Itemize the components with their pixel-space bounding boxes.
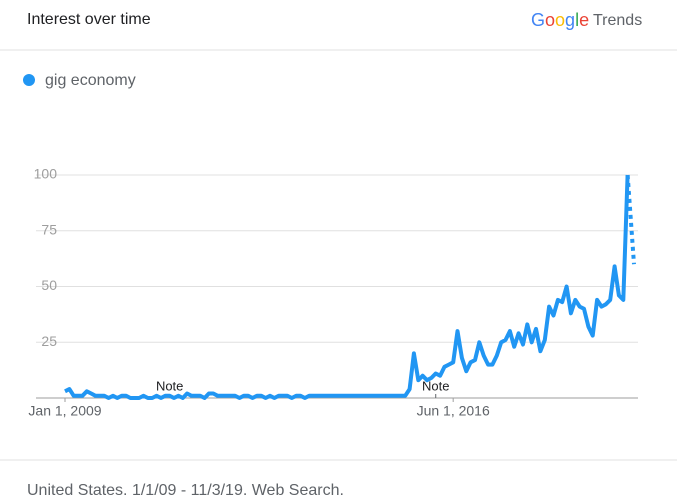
y-tick-label: 50 (41, 277, 57, 293)
note-label: Note (422, 378, 449, 393)
x-tick-label: Jun 1, 2016 (417, 403, 490, 419)
y-tick-label: 25 (41, 333, 57, 349)
trend-line (64, 174, 630, 400)
card-title: Interest over time (27, 11, 151, 28)
footer-text: United States. 1/1/09 - 11/3/19. Web Sea… (27, 482, 344, 499)
product-name: Trends (593, 12, 642, 29)
note-label: Note (156, 378, 183, 393)
legend-label[interactable]: gig economy (45, 72, 136, 89)
legend-dot (23, 74, 35, 86)
y-tick-label: 75 (41, 221, 57, 237)
y-tick-label: 100 (34, 166, 58, 182)
brand-logo: Google (531, 10, 589, 30)
x-tick-label: Jan 1, 2009 (28, 403, 101, 419)
partial-segment (625, 174, 636, 265)
